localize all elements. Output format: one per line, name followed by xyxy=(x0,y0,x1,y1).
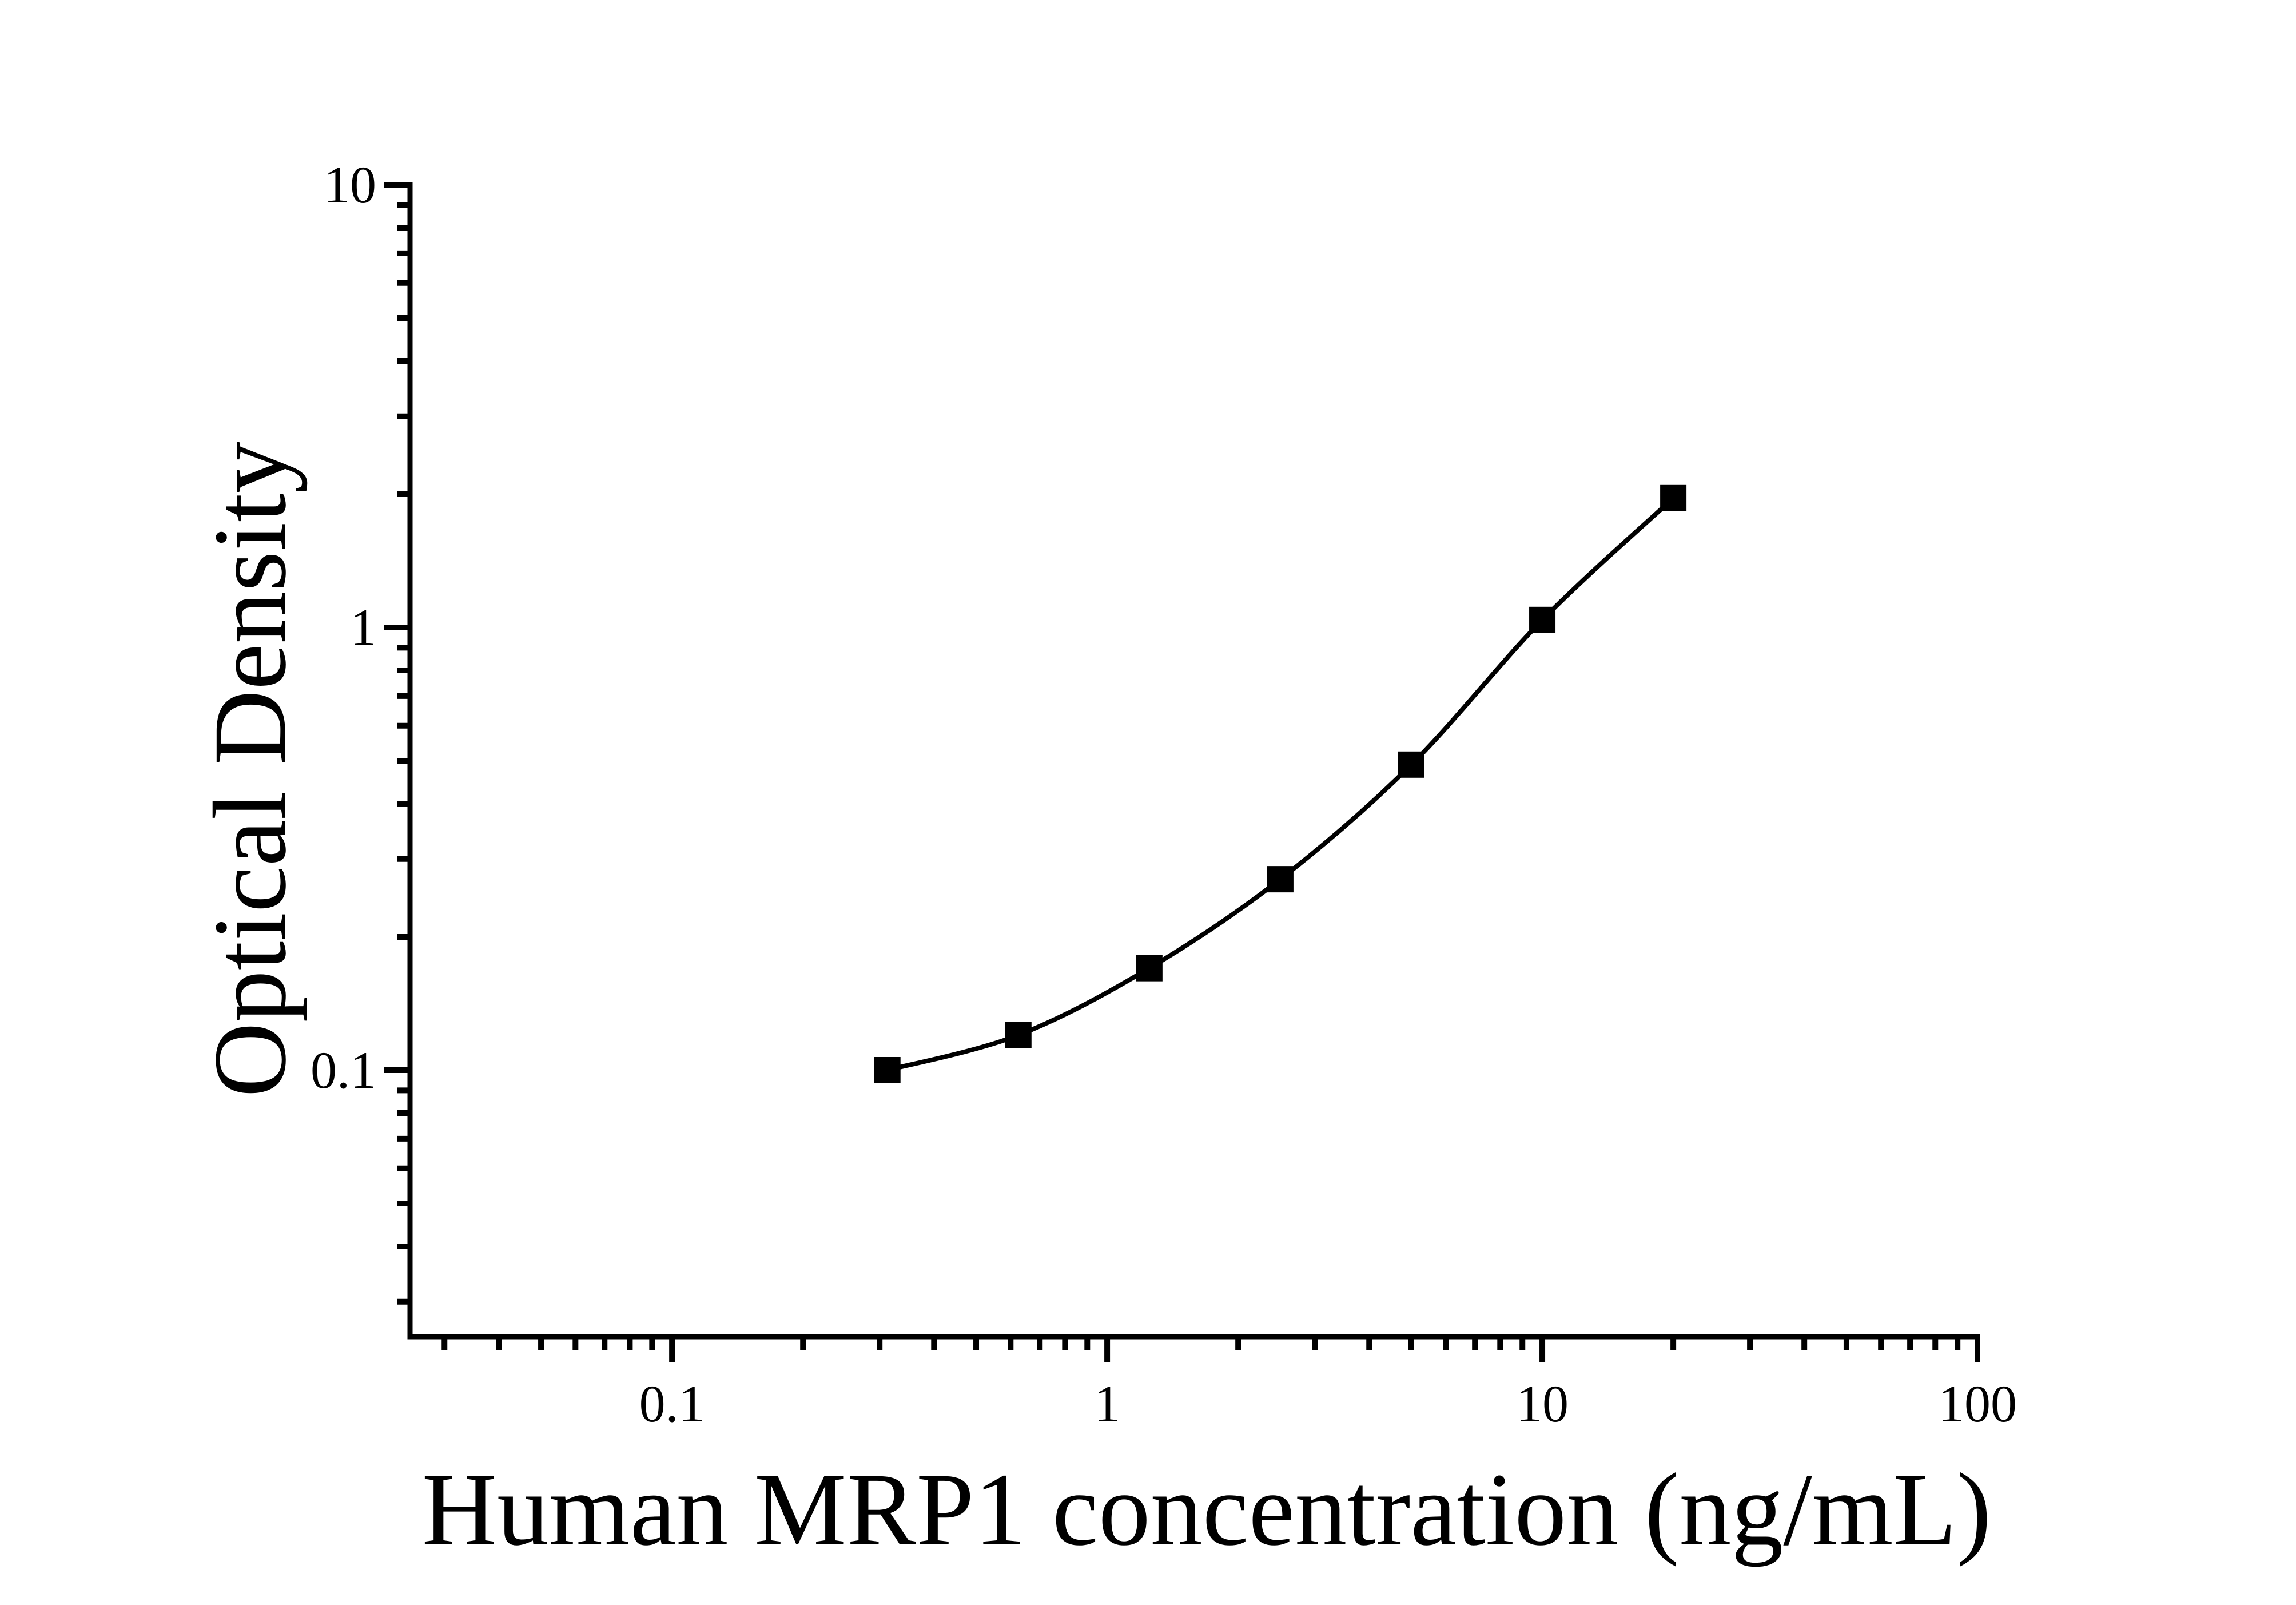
axis-ticks xyxy=(384,182,1980,1362)
data-series xyxy=(874,484,1687,1084)
data-point-marker xyxy=(1398,751,1424,778)
tick-labels: 0.1 1 10 100 0.1 1 10 xyxy=(311,156,2017,1433)
fit-curve xyxy=(886,496,1675,1072)
x-tick-label: 10 xyxy=(1516,1374,1569,1433)
y-tick-label: 1 xyxy=(350,598,376,657)
y-tick-label: 0.1 xyxy=(311,1041,376,1099)
data-point-marker xyxy=(1660,484,1687,511)
data-point-marker xyxy=(1005,1022,1032,1048)
data-point-marker xyxy=(1136,955,1163,982)
x-axis-title: Human MRP1 concentration (ng/mL) xyxy=(422,1452,1992,1567)
data-point-marker xyxy=(1529,606,1556,633)
y-axis-title: Optical Density xyxy=(193,441,308,1097)
x-tick-label: 1 xyxy=(1094,1374,1120,1433)
data-point-marker xyxy=(1267,866,1294,893)
y-tick-label: 10 xyxy=(324,156,376,214)
data-point-marker xyxy=(874,1057,901,1084)
axes xyxy=(407,182,1980,1340)
x-tick-label: 100 xyxy=(1938,1374,2017,1433)
x-tick-label: 0.1 xyxy=(639,1374,705,1433)
